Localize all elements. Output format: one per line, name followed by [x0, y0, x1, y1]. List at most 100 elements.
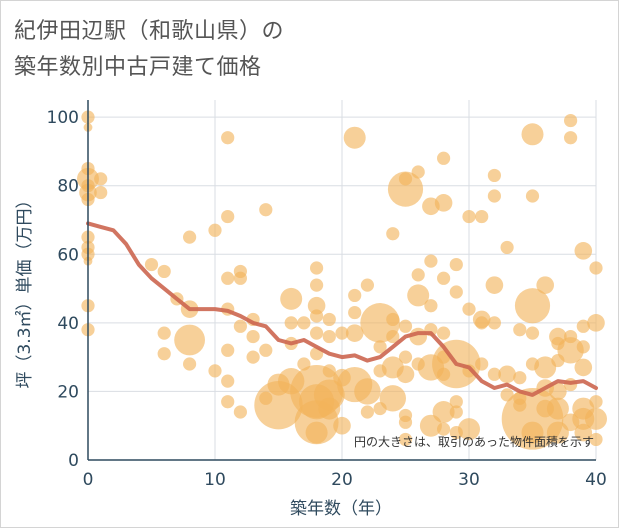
- data-bubble: [333, 416, 351, 435]
- data-bubble: [536, 276, 554, 294]
- data-bubble: [144, 257, 159, 272]
- data-bubble: [589, 261, 603, 275]
- y-tick-label: 40: [57, 314, 79, 334]
- data-bubble: [183, 230, 197, 244]
- data-bubble: [487, 367, 501, 381]
- data-bubble: [94, 172, 108, 186]
- data-bubble: [221, 131, 235, 145]
- data-bubble: [373, 340, 387, 354]
- data-bubble: [434, 194, 453, 212]
- data-bubble: [297, 316, 311, 330]
- data-bubble: [208, 364, 222, 378]
- data-bubble: [449, 257, 463, 272]
- tick-labels: 0 10 20 30 40 0 20 40 60 80 100: [47, 108, 607, 490]
- data-bubble: [398, 319, 413, 333]
- data-bubble: [360, 405, 374, 419]
- data-bubble: [589, 395, 603, 409]
- x-tick-label: 10: [204, 470, 226, 490]
- data-bubble: [411, 268, 425, 282]
- data-bubble: [449, 395, 463, 409]
- data-bubble: [576, 319, 590, 333]
- data-bubble: [574, 358, 593, 377]
- data-bubble: [514, 288, 551, 324]
- data-bubble: [576, 340, 590, 354]
- data-bubble: [487, 189, 501, 203]
- data-bubble: [525, 189, 540, 203]
- trend-line: [86, 221, 598, 397]
- data-bubble: [246, 329, 260, 344]
- y-tick-label: 80: [57, 177, 79, 197]
- data-bubble: [498, 365, 516, 384]
- data-bubble: [521, 123, 544, 146]
- data-bubble: [183, 357, 197, 371]
- data-bubble: [549, 382, 567, 401]
- data-bubble: [574, 242, 593, 260]
- data-bubble: [221, 271, 235, 285]
- data-bubble: [246, 350, 260, 364]
- data-bubble: [574, 423, 593, 442]
- data-bubble: [396, 365, 415, 384]
- data-bubble: [345, 324, 364, 342]
- chart-title: 紀伊田辺駅（和歌山県）の 築年数別中古戸建て価格: [14, 14, 604, 86]
- data-bubble: [307, 296, 326, 315]
- data-bubble: [386, 227, 400, 241]
- chart-title-line-2: 築年数別中古戸建て価格: [14, 55, 262, 80]
- data-bubble: [157, 264, 171, 279]
- data-bubble: [233, 405, 247, 419]
- x-tick-label: 40: [585, 470, 607, 490]
- data-bubble: [589, 432, 603, 447]
- data-bubble: [437, 151, 451, 165]
- data-bubble: [305, 421, 328, 444]
- data-bubble: [546, 397, 569, 420]
- data-bubble: [449, 285, 463, 299]
- data-bubble: [208, 223, 222, 237]
- data-bubble: [500, 240, 514, 255]
- data-bubble: [174, 324, 206, 356]
- data-bubble: [354, 378, 381, 405]
- x-axis-label: 築年数（年）: [290, 499, 392, 519]
- y-tick-label: 100: [47, 108, 79, 128]
- data-bubble: [525, 326, 540, 340]
- data-bubble: [386, 312, 400, 327]
- data-bubble: [233, 271, 247, 285]
- data-bubble: [462, 302, 476, 316]
- data-bubble: [449, 405, 463, 419]
- data-bubble: [437, 271, 451, 285]
- data-bubble: [424, 254, 438, 268]
- data-bubble: [360, 278, 374, 292]
- y-tick-label: 0: [68, 451, 79, 471]
- data-bubble: [322, 364, 336, 378]
- y-axis-label: 坪（3.3㎡）単価（万円）: [15, 191, 35, 388]
- data-bubble: [322, 329, 336, 344]
- data-bubble: [94, 185, 108, 200]
- data-bubble: [386, 329, 400, 344]
- data-bubble: [564, 113, 578, 128]
- data-bubble: [458, 418, 480, 441]
- x-tick-label: 30: [458, 470, 480, 490]
- data-bubble: [348, 305, 362, 320]
- y-tick-label: 60: [57, 245, 79, 265]
- data-bubble: [485, 276, 504, 294]
- data-bubble: [221, 395, 235, 409]
- data-bubble: [437, 326, 451, 340]
- data-bubble: [462, 209, 476, 224]
- data-bubble: [259, 203, 273, 217]
- data-bubble: [513, 371, 527, 385]
- data-bubble: [335, 326, 349, 340]
- data-bubble: [398, 415, 413, 429]
- data-bubble: [513, 323, 527, 337]
- data-bubble: [585, 407, 607, 430]
- size-note: 円の大きさは、取引のあった物件面積を示す: [354, 434, 594, 449]
- data-bubble: [487, 168, 501, 183]
- data-bubble: [534, 356, 557, 379]
- data-bubble: [343, 126, 366, 149]
- data-bubble: [348, 288, 362, 303]
- data-bubble: [284, 316, 298, 330]
- data-bubble: [233, 319, 247, 333]
- data-bubble: [407, 284, 430, 307]
- data-bubble: [475, 316, 489, 330]
- x-tick-label: 0: [83, 470, 94, 490]
- data-bubble: [379, 385, 406, 412]
- data-bubble: [157, 347, 171, 361]
